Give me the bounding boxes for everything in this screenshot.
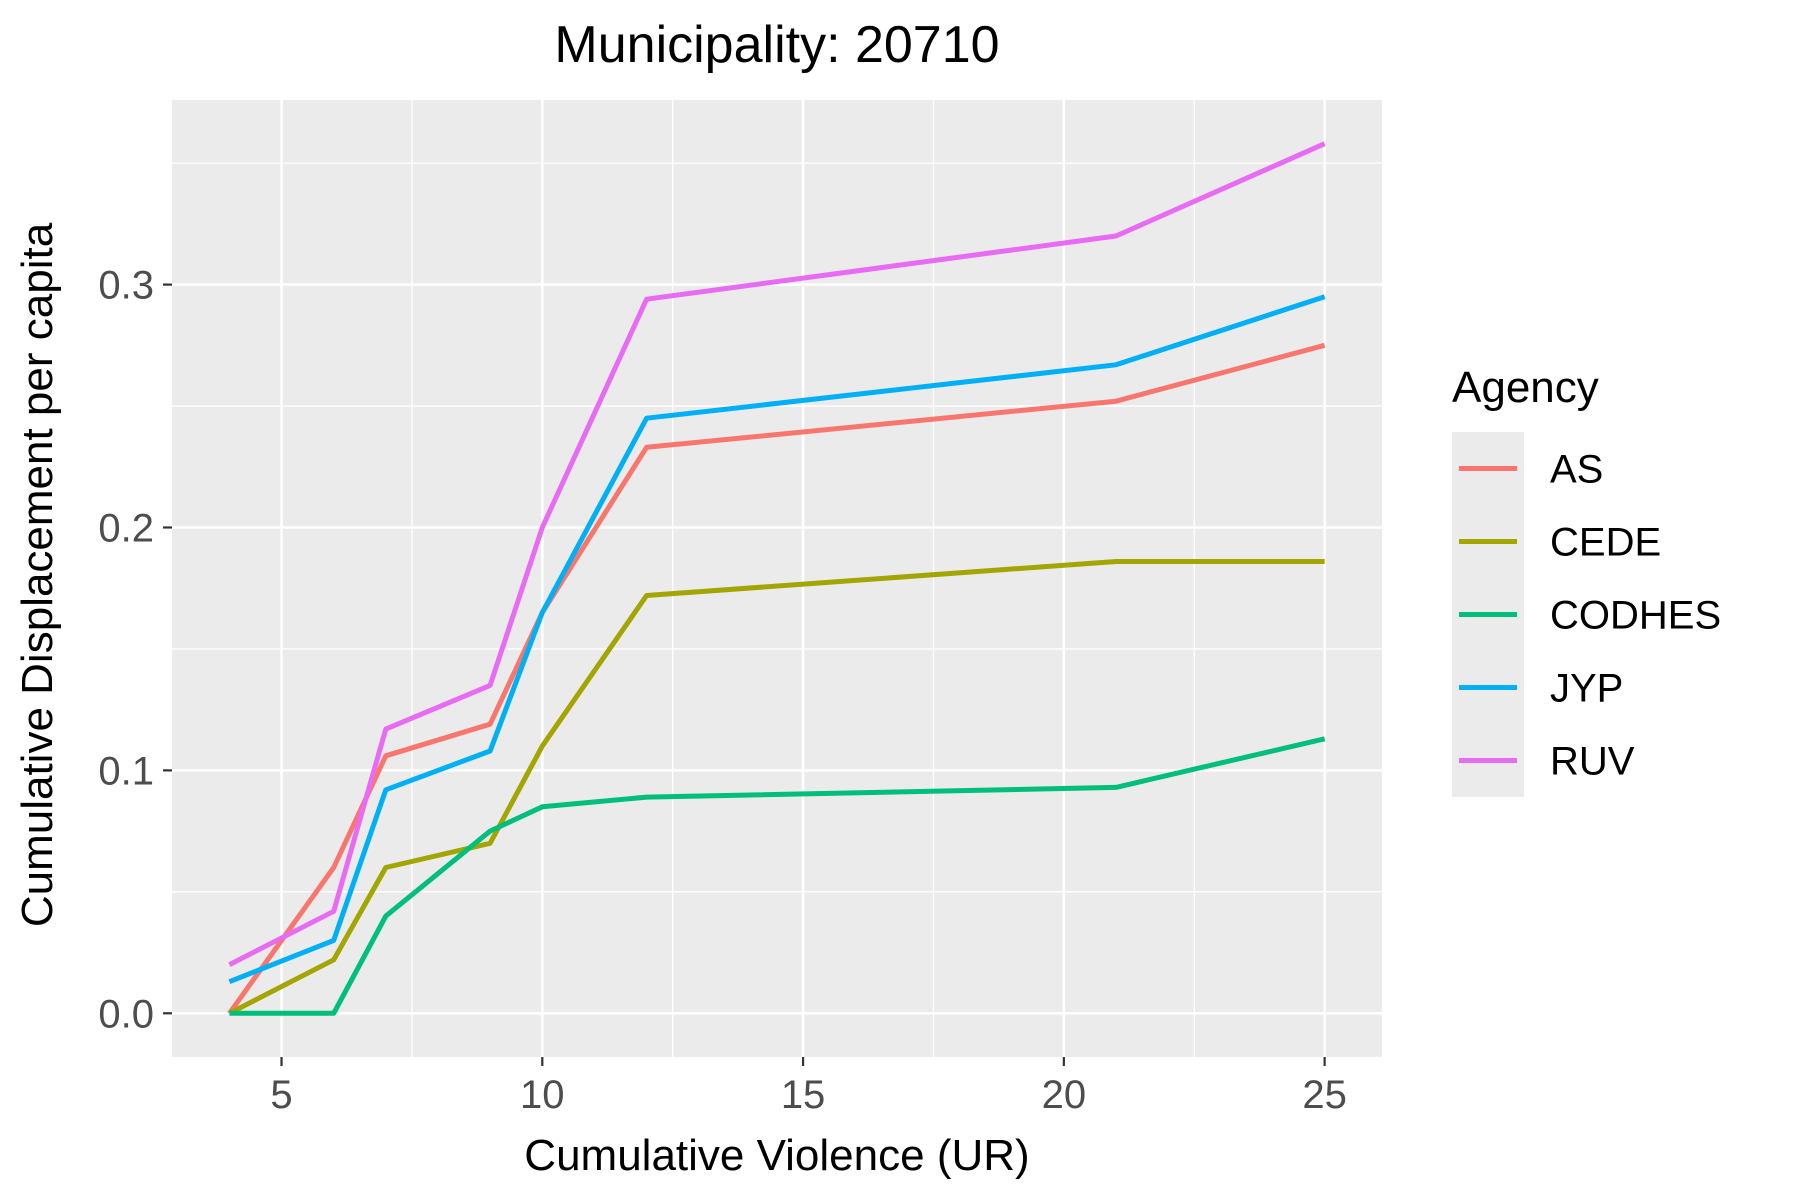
legend: Agency AS CEDE CODHES JYP RUV: [1452, 363, 1721, 797]
x-axis: 5 10 15 20 25: [270, 1057, 1347, 1117]
x-tick-label: 20: [1042, 1073, 1087, 1117]
x-tick-label: 5: [270, 1073, 292, 1117]
legend-title: Agency: [1452, 363, 1599, 412]
series-line-codhes: [229, 736, 1326, 1016]
legend-label-codhes: CODHES: [1550, 594, 1721, 638]
series-line-as: [227, 342, 1326, 1015]
major-gridlines: [172, 100, 1382, 1057]
legend-label-jyp: JYP: [1550, 667, 1623, 711]
legend-items: AS CEDE CODHES JYP RUV: [1452, 432, 1721, 797]
y-tick-label: 0.2: [98, 506, 154, 550]
plot-panel: [172, 100, 1382, 1057]
series-lines: [227, 141, 1326, 1016]
y-tick-label: 0.3: [98, 264, 154, 308]
legend-label-as: AS: [1550, 448, 1603, 492]
x-tick-label: 10: [520, 1073, 565, 1117]
y-tick-label: 0.0: [98, 992, 154, 1036]
y-axis: 0.0 0.1 0.2 0.3: [98, 264, 172, 1036]
x-tick-label: 15: [781, 1073, 826, 1117]
x-axis-title: Cumulative Violence (UR): [524, 1131, 1029, 1180]
series-line-ruv: [228, 141, 1326, 967]
series-line-jyp: [228, 294, 1326, 985]
legend-label-cede: CEDE: [1550, 521, 1661, 565]
y-axis-title: Cumulative Displacement per capita: [13, 222, 62, 927]
legend-label-ruv: RUV: [1550, 740, 1635, 784]
chart-title: Municipality: 20710: [554, 16, 999, 74]
x-tick-label: 25: [1302, 1073, 1347, 1117]
series-line-cede: [228, 559, 1325, 1016]
y-tick-label: 0.1: [98, 749, 154, 793]
